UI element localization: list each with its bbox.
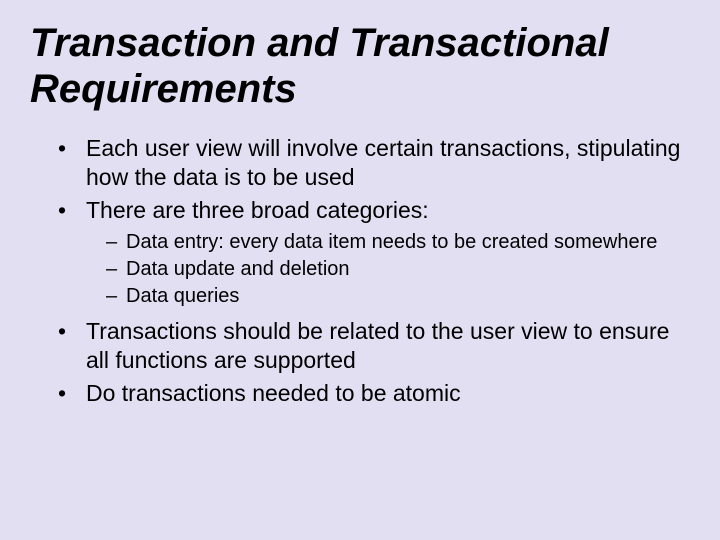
list-item: Do transactions needed to be atomic bbox=[58, 379, 690, 408]
sub-bullet-list: Data entry: every data item needs to be … bbox=[86, 230, 690, 309]
bullet-text: There are three broad categories: bbox=[86, 197, 429, 223]
list-item: Data entry: every data item needs to be … bbox=[106, 230, 690, 255]
bullet-text: Data entry: every data item needs to be … bbox=[126, 231, 657, 253]
list-item: Data update and deletion bbox=[106, 257, 690, 282]
bullet-text: Data queries bbox=[126, 285, 239, 307]
bullet-text: Data update and deletion bbox=[126, 258, 350, 280]
bullet-text: Do transactions needed to be atomic bbox=[86, 380, 461, 406]
list-item: Transactions should be related to the us… bbox=[58, 317, 690, 375]
bullet-text: Transactions should be related to the us… bbox=[86, 318, 669, 373]
bullet-list: Each user view will involve certain tran… bbox=[30, 134, 690, 408]
bullet-text: Each user view will involve certain tran… bbox=[86, 135, 680, 190]
list-item: Data queries bbox=[106, 284, 690, 309]
list-item: There are three broad categories: Data e… bbox=[58, 196, 690, 310]
list-item: Each user view will involve certain tran… bbox=[58, 134, 690, 192]
slide-title: Transaction and Transactional Requiremen… bbox=[30, 20, 690, 112]
